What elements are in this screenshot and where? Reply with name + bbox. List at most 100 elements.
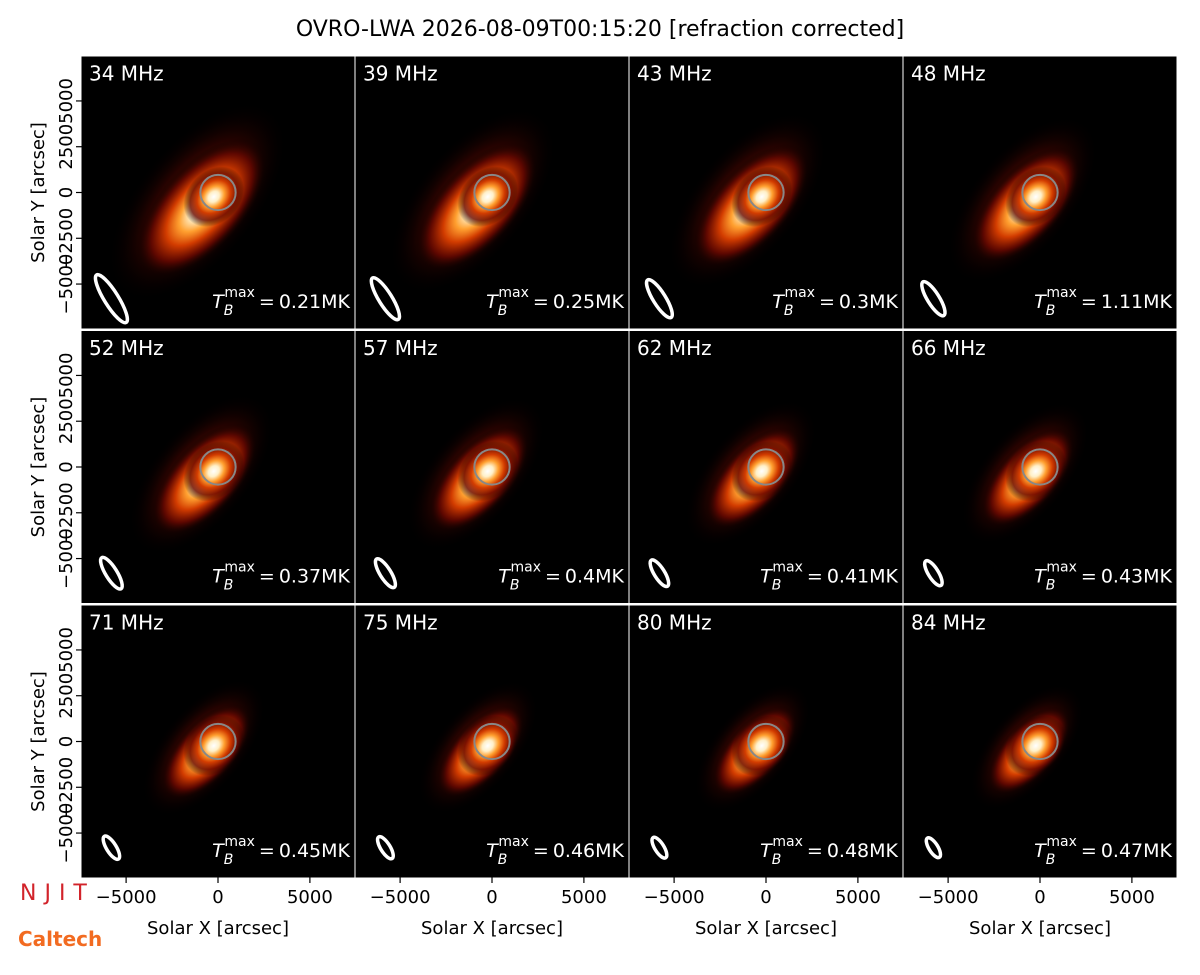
panel: 39 MHz TBmax = 0.25MK	[356, 57, 628, 328]
tb-symbol: T	[486, 840, 499, 862]
beam	[644, 277, 675, 320]
y-tick-label: 5000	[56, 78, 77, 124]
frequency-label: 66 MHz	[911, 336, 986, 360]
tb-symbol: T	[1034, 566, 1047, 588]
solar-limb	[747, 722, 785, 761]
y-tick-label: 2500	[56, 398, 77, 444]
solar-limb	[747, 448, 785, 486]
panel-frame	[355, 331, 629, 603]
tb-value: 0.3MK	[839, 291, 899, 313]
tb-value: 1.11MK	[1101, 291, 1173, 313]
tb-max-label: TBmax = 0.41MK	[760, 560, 898, 594]
tb-value: 0.43MK	[1101, 566, 1173, 588]
frequency-label: 57 MHz	[363, 336, 438, 360]
tb-relation: =	[533, 840, 549, 862]
tb-max-label: TBmax = 0.45MK	[212, 834, 350, 868]
solar-limb	[1021, 722, 1059, 761]
tb-subscript: B	[1046, 852, 1056, 868]
frequency-label: 39 MHz	[363, 62, 438, 86]
tb-relation: =	[545, 566, 561, 588]
frequency-label: 80 MHz	[637, 611, 712, 635]
tb-superscript: max	[498, 285, 529, 301]
y-tick-label: 5000	[56, 353, 77, 399]
tb-symbol: T	[498, 566, 511, 588]
tb-value: 0.21MK	[279, 291, 351, 313]
logo: NJIT	[20, 881, 95, 906]
beam	[375, 834, 395, 861]
panel-frame	[903, 331, 1177, 603]
y-tick-label: −2500	[56, 208, 77, 269]
figure-title: OVRO-LWA 2026-08-09T00:15:20 [refraction…	[296, 17, 904, 42]
tb-relation: =	[259, 840, 275, 862]
tb-relation: =	[259, 291, 275, 313]
tb-value: 0.4MK	[565, 566, 625, 588]
beam	[373, 557, 398, 590]
tb-max-label: TBmax = 1.11MK	[1034, 285, 1172, 319]
tb-value: 0.45MK	[279, 840, 351, 862]
core	[183, 166, 245, 228]
y-tick-label: 2500	[56, 124, 77, 170]
panel: 52 MHz TBmax = 0.37MK	[82, 331, 354, 603]
solar-limb	[199, 722, 237, 761]
panel: 80 MHz TBmax = 0.48MK	[630, 606, 902, 877]
tb-relation: =	[807, 566, 823, 588]
x-tick-label: 5000	[287, 887, 333, 908]
tb-superscript: max	[784, 285, 815, 301]
x-tick-label: 5000	[561, 887, 607, 908]
x-tick-label: 0	[212, 887, 223, 908]
y-tick-label: 0	[56, 736, 77, 747]
tb-value: 0.48MK	[827, 840, 899, 862]
panel: 84 MHz TBmax = 0.47MK	[904, 606, 1176, 877]
beam	[924, 836, 943, 860]
tb-subscript: B	[498, 303, 508, 319]
beam	[648, 558, 671, 589]
x-axis-label: Solar X [arcsec]	[147, 918, 289, 939]
tb-value: 0.41MK	[827, 566, 899, 588]
y-axis-label: Solar Y [arcsec]	[28, 122, 49, 263]
tb-max-label: TBmax = 0.37MK	[212, 560, 350, 594]
beam	[98, 555, 124, 591]
tb-superscript: max	[1046, 834, 1077, 850]
frequency-label: 62 MHz	[637, 336, 712, 360]
tb-value: 0.25MK	[553, 291, 625, 313]
panel: 57 MHz TBmax = 0.4MK	[356, 331, 628, 603]
beam	[922, 558, 944, 588]
tb-relation: =	[1081, 840, 1097, 862]
tb-value: 0.46MK	[553, 840, 625, 862]
beam	[920, 279, 947, 318]
tb-max-label: TBmax = 0.4MK	[498, 560, 624, 594]
tb-max-label: TBmax = 0.47MK	[1034, 834, 1172, 868]
tb-symbol: T	[1034, 291, 1047, 313]
tb-value: 0.37MK	[279, 566, 351, 588]
x-tick-label: 0	[486, 887, 497, 908]
tb-subscript: B	[498, 852, 508, 868]
x-tick-label: 5000	[1109, 887, 1155, 908]
tb-subscript: B	[772, 578, 782, 594]
tb-symbol: T	[486, 291, 499, 313]
frequency-label: 52 MHz	[89, 336, 164, 360]
panel: 34 MHz TBmax = 0.21MK	[82, 57, 354, 328]
tb-superscript: max	[1046, 560, 1077, 576]
tb-symbol: T	[760, 840, 773, 862]
y-tick-label: 2500	[56, 673, 77, 719]
core	[731, 715, 793, 777]
tb-subscript: B	[784, 303, 794, 319]
tb-symbol: T	[760, 566, 773, 588]
solar-limb	[199, 173, 237, 212]
tb-symbol: T	[1034, 840, 1047, 862]
y-tick-label: −5000	[56, 528, 77, 589]
tb-max-label: TBmax = 0.25MK	[486, 285, 624, 319]
core	[457, 166, 519, 228]
tb-subscript: B	[224, 303, 234, 319]
y-axis-label: Solar Y [arcsec]	[28, 397, 49, 538]
panel: 43 MHz TBmax = 0.3MK	[630, 57, 902, 328]
panel-frame	[903, 56, 1177, 329]
tb-relation: =	[1081, 566, 1097, 588]
tb-symbol: T	[772, 291, 785, 313]
solar-limb	[1021, 448, 1059, 486]
beam	[650, 835, 669, 860]
y-tick-label: −2500	[56, 482, 77, 543]
core	[1005, 715, 1067, 777]
frequency-label: 75 MHz	[363, 611, 438, 635]
tb-relation: =	[259, 566, 275, 588]
